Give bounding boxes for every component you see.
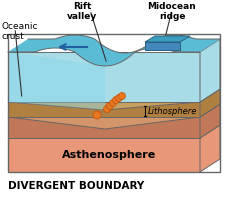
Circle shape [115,95,122,102]
Text: Midocean
ridge: Midocean ridge [148,2,196,21]
Polygon shape [145,36,190,42]
Polygon shape [200,89,220,117]
Circle shape [119,92,126,99]
Circle shape [107,102,114,110]
Polygon shape [8,102,200,117]
Text: Oceanic
crust: Oceanic crust [2,22,38,41]
Polygon shape [8,52,200,102]
Text: DIVERGENT BOUNDARY: DIVERGENT BOUNDARY [8,181,144,191]
Circle shape [93,111,101,119]
Polygon shape [8,125,220,138]
Text: Lithosphere: Lithosphere [148,106,197,116]
Bar [8,34,220,172]
Text: Rift
valley: Rift valley [67,2,97,21]
Circle shape [113,97,120,104]
Polygon shape [8,117,200,138]
Polygon shape [8,138,200,172]
Polygon shape [200,104,220,138]
Circle shape [103,106,110,112]
Circle shape [109,99,116,106]
Polygon shape [8,104,220,129]
Polygon shape [8,89,220,110]
Polygon shape [200,39,220,102]
Polygon shape [8,35,220,66]
Polygon shape [200,125,220,172]
Polygon shape [145,42,180,50]
Text: Asthenosphere: Asthenosphere [62,150,156,160]
Polygon shape [8,52,105,110]
